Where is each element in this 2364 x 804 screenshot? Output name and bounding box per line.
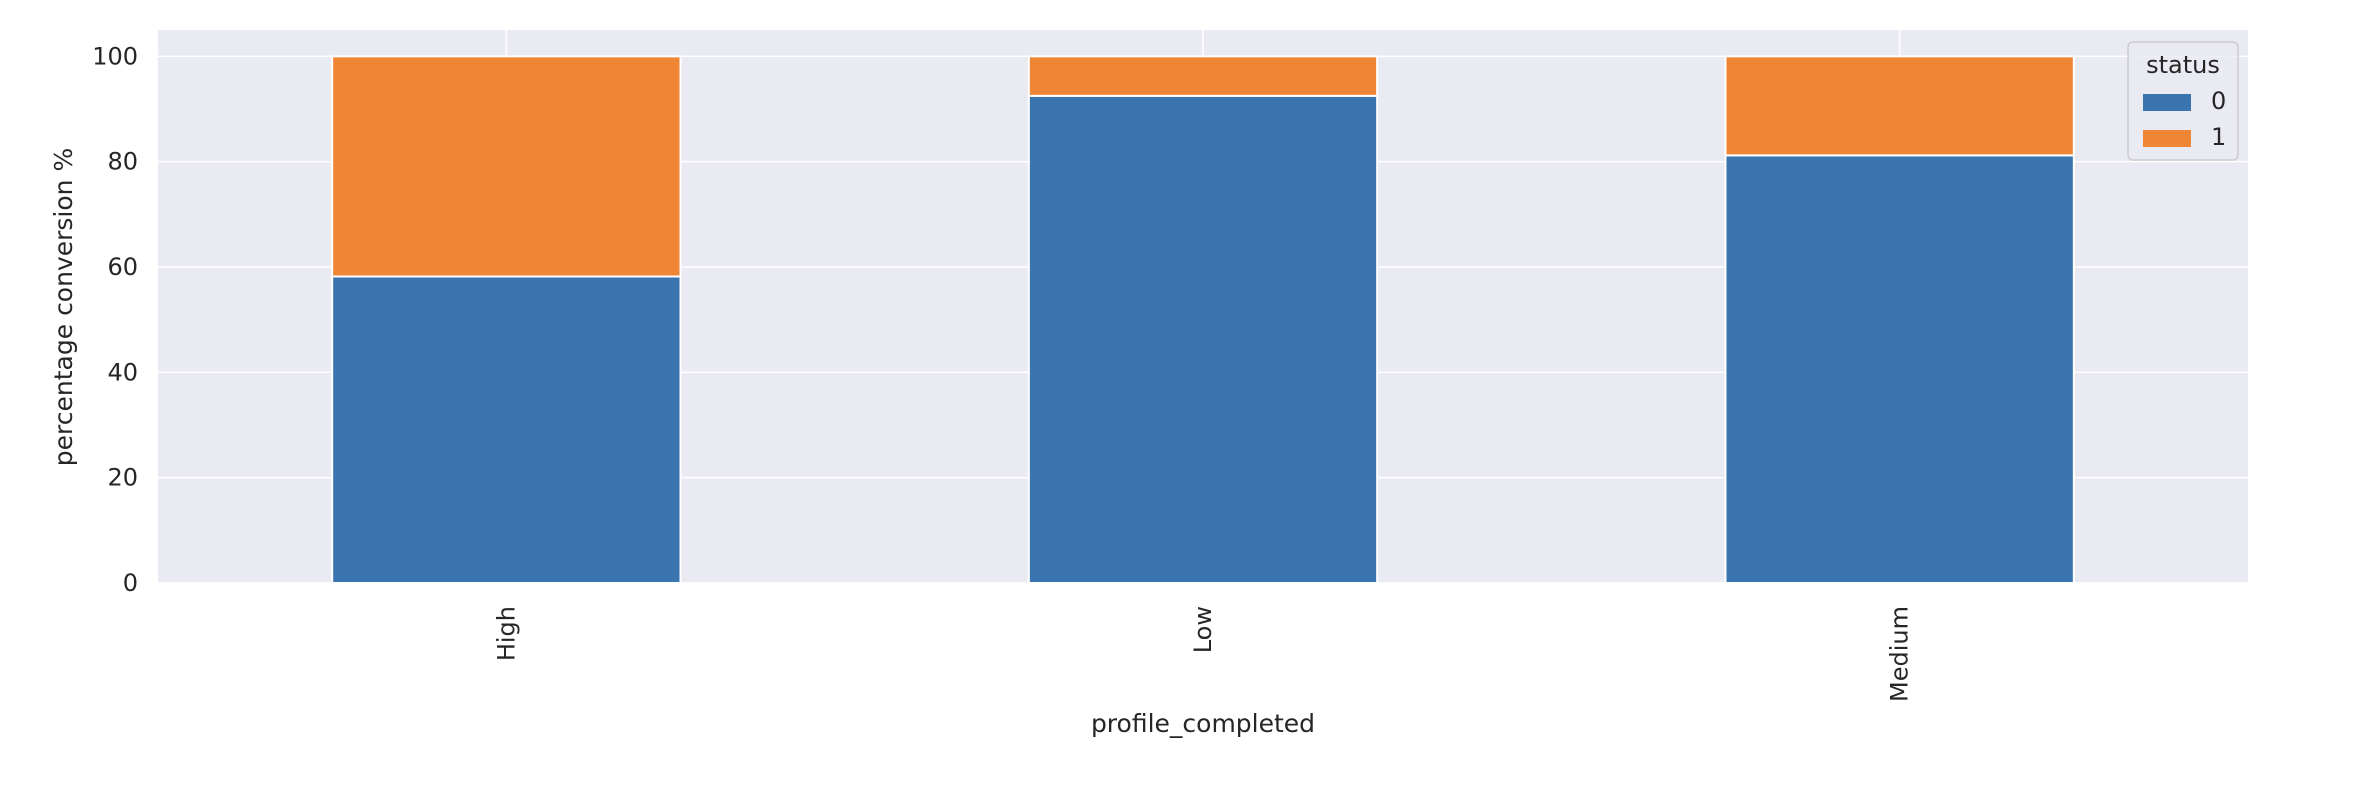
- bar-low-status-0: [1027, 94, 1379, 584]
- y-tick-label: 40: [107, 358, 138, 386]
- bar-medium-status-1: [1724, 55, 2075, 157]
- y-tick-label: 0: [123, 569, 138, 597]
- y-tick-label: 80: [107, 148, 138, 176]
- x-axis-label: profile_completed: [1091, 709, 1315, 738]
- legend-swatch-1: [2143, 130, 2191, 147]
- x-tick-label: Low: [1189, 606, 1217, 653]
- legend-label-0: 0: [2211, 87, 2226, 115]
- bar-low-status-1: [1027, 55, 1379, 97]
- legend-swatch-0: [2143, 94, 2191, 111]
- bar-medium-status-0: [1724, 154, 2075, 584]
- bar-high-status-1: [331, 55, 682, 278]
- y-tick-label: 100: [92, 42, 138, 70]
- y-tick-labels: 0 20 40 60 80 100: [92, 42, 138, 597]
- bar-high-status-0: [331, 275, 682, 584]
- y-axis-label: percentage conversion %: [49, 148, 78, 466]
- legend: status 0 1: [2127, 41, 2239, 161]
- x-tick-label: High: [492, 606, 520, 661]
- legend-label-1: 1: [2211, 123, 2226, 151]
- legend-title: status: [2146, 51, 2220, 79]
- x-tick-labels: High Low Medium: [492, 606, 1913, 702]
- x-tick-label: Medium: [1886, 606, 1914, 702]
- y-tick-label: 20: [107, 464, 138, 492]
- y-tick-label: 60: [107, 253, 138, 281]
- bars: [331, 55, 2075, 584]
